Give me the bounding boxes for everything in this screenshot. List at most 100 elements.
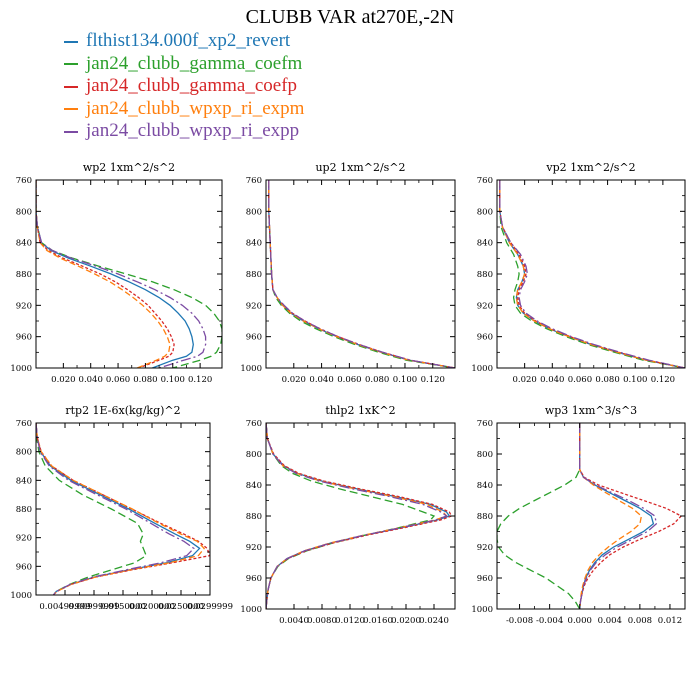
x-tick-label: 0.100 (393, 375, 417, 385)
y-tick-label: 880 (246, 512, 262, 522)
y-tick-label: 800 (477, 207, 493, 217)
series-line (36, 180, 222, 368)
x-tick-label: 0.0040 (279, 616, 309, 626)
legend-swatch (64, 130, 78, 133)
y-tick-label: 960 (477, 574, 493, 584)
x-tick-label: 0.012 (658, 616, 682, 626)
y-tick-label: 840 (16, 239, 32, 249)
legend-label: jan24_clubb_wpxp_ri_expp (86, 120, 300, 141)
y-tick-label: 840 (246, 239, 262, 249)
x-tick-label: 0.0200 (391, 616, 421, 626)
series-line (268, 180, 455, 368)
y-tick-label: 960 (16, 333, 32, 343)
series-line (36, 423, 148, 595)
y-tick-label: 960 (477, 333, 493, 343)
x-tick-label: 0.0299999 (187, 602, 233, 612)
series-line (36, 423, 206, 595)
y-tick-label: 1000 (240, 364, 262, 374)
legend-swatch (64, 40, 78, 43)
series-line (266, 423, 448, 609)
y-tick-label: 960 (246, 333, 262, 343)
series-line (266, 423, 448, 609)
series-line (268, 180, 455, 368)
panel-title: rtp2 1E-6x(kg/kg)^2 (65, 404, 180, 417)
series-line (36, 180, 207, 368)
series-line (36, 180, 171, 368)
plot-frame (496, 422, 686, 610)
legend-swatch (64, 63, 78, 66)
panel-title: vp2 1xm^2/s^2 (545, 161, 635, 174)
series-line (499, 180, 685, 368)
x-tick-label: 0.120 (188, 375, 212, 385)
x-tick-label: 0.0250000 (158, 602, 204, 612)
panel-4: rtp2 1E-6x(kg/kg)^2 760 800 840 880 920 960 100… (10, 404, 233, 612)
y-tick-label: 760 (246, 176, 262, 186)
y-tick-label: 880 (16, 505, 32, 515)
y-tick-label: 800 (246, 450, 262, 460)
y-tick-label: 920 (246, 543, 262, 553)
y-tick-label: 760 (477, 176, 493, 186)
legend-item: jan24_clubb_wpxp_ri_expm (64, 98, 304, 121)
series-line (266, 423, 451, 609)
series-line (36, 180, 194, 368)
x-tick-label: 0.0120 (335, 616, 365, 626)
x-tick-label: 0.080 (365, 375, 389, 385)
x-tick-label: 0.040 (309, 375, 333, 385)
figure-title: CLUBB VAR at270E,-2N (245, 6, 455, 28)
series-line (36, 423, 210, 595)
y-tick-label: 920 (477, 543, 493, 553)
x-tick-label: 0.060 (568, 375, 592, 385)
x-tick-label: 0.0200000 (129, 602, 175, 612)
y-tick-label: 880 (477, 270, 493, 280)
panel-title: wp2 1xm^2/s^2 (83, 161, 175, 174)
y-tick-label: 840 (477, 239, 493, 249)
y-tick-label: 800 (16, 207, 32, 217)
x-tick-label: -0.004 (536, 616, 563, 626)
y-tick-label: 760 (16, 419, 32, 429)
x-tick-label: 0.080 (133, 375, 157, 385)
series-line (36, 423, 195, 595)
series-line (499, 180, 685, 368)
series-line (499, 180, 685, 368)
panel-2: up2 1xm^2/s^2 760 800 840 880 920 960 1000 0.020… (240, 161, 456, 385)
series-line (499, 180, 685, 368)
legend-label: jan24_clubb_gamma_coefm (86, 52, 303, 74)
x-tick-label: 0.100 (623, 375, 647, 385)
series-line (499, 180, 685, 368)
plot-frame (35, 179, 223, 369)
panel-5: thlp2 1xK^276080084088092096010000.00400… (240, 404, 456, 626)
legend-item: flthist134.000f_xp2_revert (64, 30, 304, 53)
series-line (268, 180, 455, 368)
x-tick-label: 0.020 (51, 375, 75, 385)
y-tick-label: 1000 (10, 591, 32, 601)
series-line (579, 423, 683, 609)
x-tick-label: 0.00999999 (68, 602, 119, 612)
series-line (579, 423, 643, 609)
series-line (579, 423, 658, 609)
x-tick-label: 0.040 (79, 375, 103, 385)
x-tick-label: 0.004 (598, 616, 622, 626)
y-tick-label: 880 (246, 270, 262, 280)
x-tick-label: 0.060 (337, 375, 361, 385)
legend-item: jan24_clubb_gamma_coefp (64, 75, 304, 98)
x-tick-label: 0.020 (282, 375, 306, 385)
x-tick-label: 0.00499999 (39, 602, 90, 612)
x-tick-label: 0.060 (106, 375, 130, 385)
y-tick-label: 840 (16, 476, 32, 486)
series-line (497, 423, 581, 609)
legend-item: jan24_clubb_gamma_coefm (64, 53, 304, 76)
y-tick-label: 960 (16, 562, 32, 572)
x-tick-label: -0.008 (506, 616, 533, 626)
y-tick-label: 920 (477, 301, 493, 311)
series-line (268, 180, 455, 368)
legend-swatch (64, 108, 78, 111)
legend: flthist134.000f_xp2_revert jan24_clubb_g… (64, 30, 304, 143)
legend-item: jan24_clubb_wpxp_ri_expp (64, 120, 304, 143)
plot-frame (265, 179, 456, 369)
x-tick-label: 0.0240 (419, 616, 449, 626)
y-tick-label: 960 (246, 574, 262, 584)
y-tick-label: 1000 (471, 605, 493, 615)
y-tick-label: 920 (16, 301, 32, 311)
y-tick-label: 840 (246, 481, 262, 491)
